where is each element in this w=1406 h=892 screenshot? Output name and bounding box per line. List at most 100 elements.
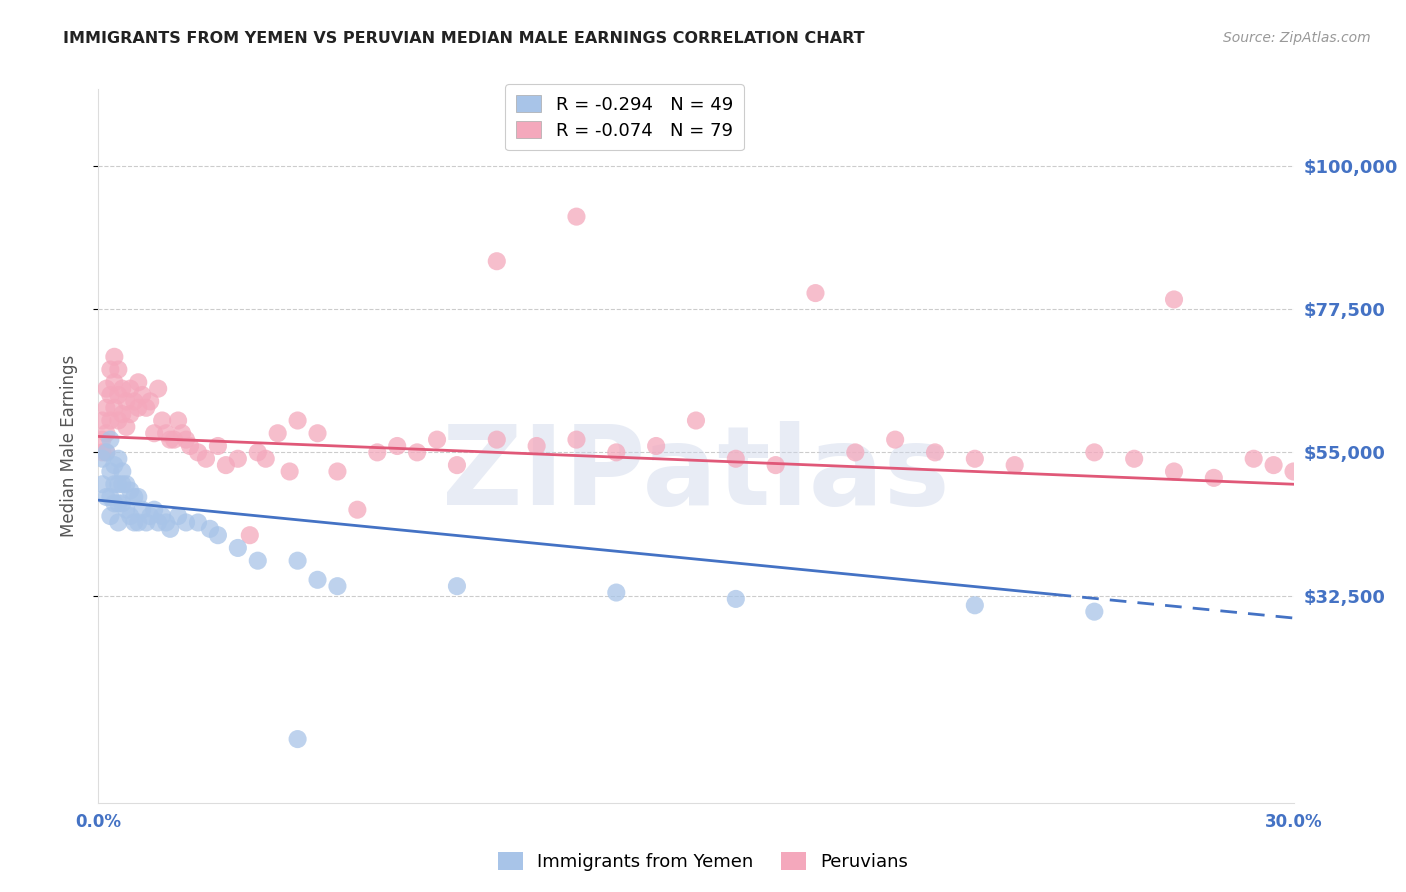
Point — [163, 433, 186, 447]
Point — [195, 451, 218, 466]
Point — [685, 413, 707, 427]
Point — [124, 516, 146, 530]
Point — [107, 451, 129, 466]
Point — [226, 541, 249, 555]
Point — [239, 528, 262, 542]
Point — [307, 426, 329, 441]
Point — [115, 394, 138, 409]
Point — [207, 528, 229, 542]
Point — [198, 522, 221, 536]
Point — [96, 401, 118, 415]
Point — [326, 465, 349, 479]
Point — [278, 465, 301, 479]
Point — [187, 516, 209, 530]
Point — [167, 509, 190, 524]
Point — [215, 458, 238, 472]
Point — [605, 585, 627, 599]
Point — [120, 407, 142, 421]
Point — [139, 509, 162, 524]
Point — [287, 413, 309, 427]
Legend: R = -0.294   N = 49, R = -0.074   N = 79: R = -0.294 N = 49, R = -0.074 N = 79 — [505, 84, 744, 151]
Point — [127, 516, 149, 530]
Point — [103, 376, 125, 390]
Point — [103, 458, 125, 472]
Point — [267, 426, 290, 441]
Point — [107, 362, 129, 376]
Point — [159, 433, 181, 447]
Point — [287, 554, 309, 568]
Point — [98, 433, 122, 447]
Point — [1083, 605, 1105, 619]
Point — [120, 382, 142, 396]
Point — [111, 477, 134, 491]
Point — [91, 433, 114, 447]
Point — [844, 445, 866, 459]
Point — [98, 362, 122, 376]
Point — [287, 732, 309, 747]
Point — [120, 509, 142, 524]
Point — [127, 376, 149, 390]
Y-axis label: Median Male Earnings: Median Male Earnings — [59, 355, 77, 537]
Point — [103, 401, 125, 415]
Point — [98, 490, 122, 504]
Point — [98, 465, 122, 479]
Point — [254, 451, 277, 466]
Point — [1004, 458, 1026, 472]
Point — [1282, 465, 1305, 479]
Point — [103, 496, 125, 510]
Point — [1123, 451, 1146, 466]
Point — [131, 388, 153, 402]
Point — [1302, 471, 1324, 485]
Point — [565, 210, 588, 224]
Point — [139, 394, 162, 409]
Point — [150, 413, 173, 427]
Point — [526, 439, 548, 453]
Point — [96, 490, 118, 504]
Point — [307, 573, 329, 587]
Point — [96, 426, 118, 441]
Point — [131, 502, 153, 516]
Point — [143, 426, 166, 441]
Point — [1243, 451, 1265, 466]
Point — [159, 522, 181, 536]
Point — [143, 502, 166, 516]
Point — [406, 445, 429, 459]
Point — [91, 451, 114, 466]
Point — [103, 477, 125, 491]
Point — [135, 516, 157, 530]
Text: Source: ZipAtlas.com: Source: ZipAtlas.com — [1223, 31, 1371, 45]
Point — [96, 382, 118, 396]
Point — [179, 439, 201, 453]
Point — [1083, 445, 1105, 459]
Point — [326, 579, 349, 593]
Point — [148, 382, 170, 396]
Point — [150, 509, 173, 524]
Point — [174, 516, 197, 530]
Point — [963, 599, 986, 613]
Point — [1163, 465, 1185, 479]
Point — [96, 445, 118, 459]
Point — [111, 465, 134, 479]
Point — [167, 413, 190, 427]
Point — [127, 401, 149, 415]
Point — [724, 591, 747, 606]
Point — [107, 388, 129, 402]
Point — [107, 413, 129, 427]
Point — [446, 579, 468, 593]
Text: IMMIGRANTS FROM YEMEN VS PERUVIAN MEDIAN MALE EARNINGS CORRELATION CHART: IMMIGRANTS FROM YEMEN VS PERUVIAN MEDIAN… — [63, 31, 865, 46]
Point — [107, 477, 129, 491]
Point — [148, 516, 170, 530]
Point — [385, 439, 409, 453]
Point — [111, 407, 134, 421]
Point — [207, 439, 229, 453]
Point — [924, 445, 946, 459]
Point — [765, 458, 787, 472]
Point — [963, 451, 986, 466]
Point — [91, 477, 114, 491]
Point — [645, 439, 668, 453]
Point — [120, 483, 142, 498]
Point — [884, 433, 907, 447]
Point — [115, 420, 138, 434]
Point — [115, 477, 138, 491]
Point — [565, 433, 588, 447]
